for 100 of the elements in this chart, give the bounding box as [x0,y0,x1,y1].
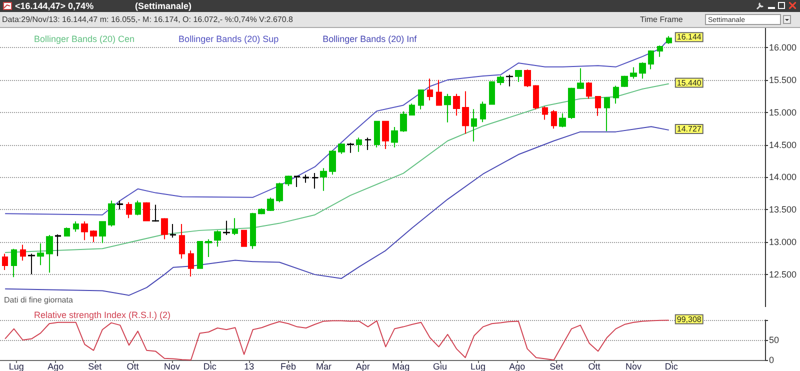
y-tick-label: 13.000 [769,237,797,248]
x-tick-label: Mag [392,362,410,371]
candlestick [515,70,522,82]
chart-title: <16.144,47> 0,74% [15,0,94,12]
candlestick [497,75,504,86]
candlestick [320,168,327,192]
candlestick [55,234,61,257]
candlestick [179,223,185,260]
y-tick-label: 14.500 [769,140,797,150]
y-tick-label: 16.000 [769,42,797,52]
annotation: 16.144 [676,32,702,42]
annotation: 99,308 [676,314,702,324]
candlestick [241,230,247,247]
candlestick [276,182,283,203]
candlestick [250,212,256,250]
candlestick [258,208,265,215]
candlestick [303,174,309,184]
candlestick [11,248,17,278]
candlestick [400,110,407,132]
y-tick-label: 14.000 [769,172,797,182]
line-series [4,83,670,253]
y-tick-label: 0 [769,355,774,365]
candlestick [81,220,88,241]
candlestick [551,110,557,130]
candlestick [621,75,628,88]
candlestick [595,96,601,116]
candlestick [391,126,398,148]
candlestick [64,227,70,237]
text: Bollinger Bands (20) Sup [178,34,279,44]
candlestick [20,244,26,262]
x-tick-label: Giu [433,362,448,371]
candlestick [374,120,380,148]
x-tick-label: Mar [316,362,332,371]
candlestick [347,142,354,154]
candlestick [604,96,610,132]
candlestick [223,220,230,236]
x-tick-label: Nov [625,362,642,371]
candlestick [524,69,531,88]
annotation: 15.440 [676,78,702,88]
x-tick-label: Set [550,362,564,371]
candlestick [188,250,194,278]
series-label: Relative strength Index (R.S.I.) (2) [34,310,171,320]
candlestick [37,242,44,266]
candlestick [294,176,300,188]
candlestick [205,238,212,258]
candlestick [99,221,106,244]
x-tick-label: Apr [356,362,370,371]
text: Bollinger Bands (20) Inf [322,34,418,44]
chart-subtitle: (Settimanale) [135,0,192,12]
annotation: 14.727 [676,124,702,134]
x-tick-label: Ott [126,362,140,371]
candlestick [108,200,115,228]
candlestick [285,175,292,186]
candlestick [559,112,566,128]
x-tick-label: Ago [509,362,526,371]
text: Bollinger Bands (20) Cen [34,34,135,44]
candlestick [666,36,672,44]
candlestick [338,142,345,154]
x-tick-label: Dic [203,362,217,371]
candlestick [46,234,53,274]
candlestick [126,202,132,219]
line-series [4,126,670,296]
candlestick [444,93,451,123]
candlestick [117,200,123,210]
candlestick [170,223,176,238]
candlestick [73,220,79,232]
candlestick [436,79,442,106]
x-tick-label: Set [88,362,102,371]
candlestick [648,50,654,70]
candlestick [462,90,469,134]
candlestick [480,101,486,123]
x-tick-label: Ott [588,362,601,371]
candlestick [471,108,477,142]
candlestick [143,202,150,222]
x-tick-label: Dic [664,362,678,371]
x-tick-label: Ago [48,362,64,371]
candlestick [657,45,663,58]
candlestick [152,204,159,222]
candlestick [453,93,460,116]
line-series [4,320,670,360]
y-tick-label: 50 [769,335,780,345]
candlestick [197,240,203,269]
candlestick [214,230,221,248]
candlestick [577,68,584,90]
x-tick-label: Lug [470,362,486,371]
candlestick [427,78,433,101]
text: Data:29/Nov/13: 16.144,47 m: 16.055,- M: 16.174, O: 16.072,- %:0,74% V:2.670.8 [2,14,293,26]
candlestick [542,106,548,120]
candlestick [382,120,389,150]
y-tick-label: 15.500 [769,74,797,85]
candlestick [2,253,8,271]
candlestick [356,137,362,152]
candlestick [639,62,646,80]
candlestick [90,230,97,243]
candlestick [630,66,637,80]
y-tick-label: 15.000 [769,107,797,118]
candlestick [489,80,495,105]
candlestick [365,137,371,150]
candlestick [28,253,35,275]
x-tick-label: Nov [164,362,180,371]
